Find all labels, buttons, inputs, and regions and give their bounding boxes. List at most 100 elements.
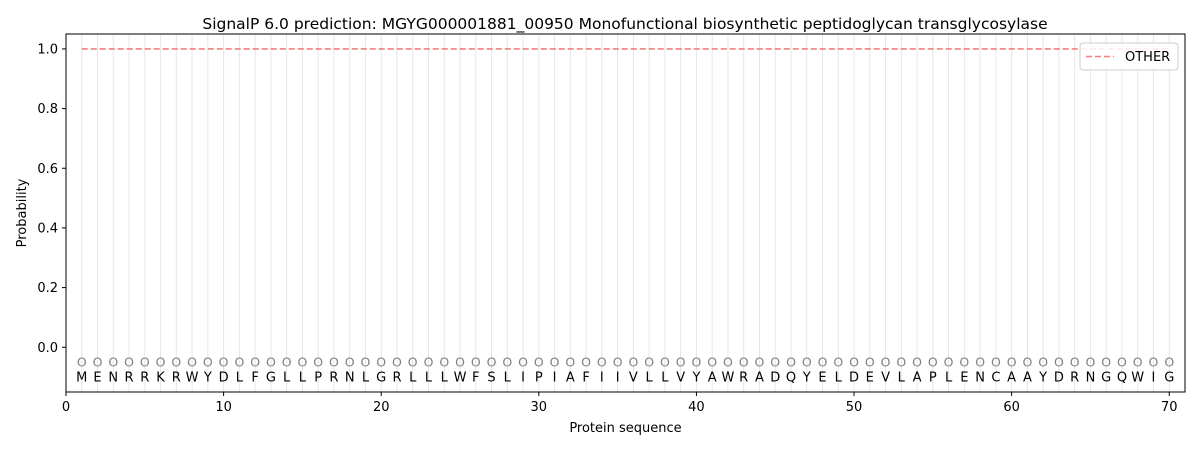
prediction-marker: O bbox=[219, 355, 229, 370]
sequence-residue-label: R bbox=[125, 371, 134, 386]
sequence-residue-label: A bbox=[1007, 371, 1016, 386]
prediction-marker: O bbox=[1054, 355, 1064, 370]
sequence-residue-label: Y bbox=[802, 371, 811, 386]
sequence-residue-label: N bbox=[1086, 371, 1096, 386]
prediction-marker: O bbox=[187, 355, 197, 370]
sequence-residue-label: L bbox=[661, 371, 669, 386]
sequence-residue-label: W bbox=[1131, 371, 1144, 386]
x-tick-label: 30 bbox=[531, 400, 548, 415]
sequence-residue-label: L bbox=[898, 371, 906, 386]
sequence-residue-label: M bbox=[76, 371, 87, 386]
prediction-marker: O bbox=[581, 355, 591, 370]
y-axis-ticks: 0.0 0.2 0.4 0.6 0.8 1.0 bbox=[37, 42, 66, 356]
x-tick-label: 0 bbox=[62, 400, 70, 415]
sequence-residue-label: A bbox=[566, 371, 575, 386]
sequence-residue-label: F bbox=[582, 371, 589, 386]
prediction-marker: O bbox=[865, 355, 875, 370]
prediction-marker: O bbox=[896, 355, 906, 370]
sequence-residue-label: V bbox=[629, 371, 638, 386]
prediction-marker: O bbox=[975, 355, 985, 370]
sequence-residue-label: L bbox=[945, 371, 953, 386]
sequence-residue-label: E bbox=[866, 371, 874, 386]
x-tick-label: 20 bbox=[373, 400, 390, 415]
prediction-marker: O bbox=[991, 355, 1001, 370]
prediction-marker: O bbox=[1070, 355, 1080, 370]
sequence-residue-label: G bbox=[266, 371, 276, 386]
sequence-residue-label: R bbox=[172, 371, 181, 386]
prediction-marker: O bbox=[471, 355, 481, 370]
sequence-residue-label: R bbox=[1070, 371, 1079, 386]
prediction-marker: O bbox=[944, 355, 954, 370]
prediction-marker: O bbox=[297, 355, 307, 370]
prediction-marker: O bbox=[502, 355, 512, 370]
prediction-marker: O bbox=[282, 355, 292, 370]
sequence-residue-label: A bbox=[708, 371, 717, 386]
prediction-marker: O bbox=[203, 355, 213, 370]
sequence-residue-label: I bbox=[600, 371, 604, 386]
prediction-marker: O bbox=[723, 355, 733, 370]
sequence-residue-label: L bbox=[441, 371, 449, 386]
prediction-marker: O bbox=[1133, 355, 1143, 370]
sequence-residue-label: I bbox=[553, 371, 557, 386]
sequence-residue-label: L bbox=[299, 371, 307, 386]
legend-box bbox=[1079, 42, 1179, 71]
sequence-residue-label: R bbox=[329, 371, 338, 386]
sequence-residue-label: L bbox=[409, 371, 417, 386]
grid-layer bbox=[81, 34, 1170, 392]
sequence-residue-label: E bbox=[818, 371, 826, 386]
prediction-marker: O bbox=[313, 355, 323, 370]
x-tick-label: 50 bbox=[846, 400, 863, 415]
prediction-marker: O bbox=[833, 355, 843, 370]
prediction-marker: O bbox=[266, 355, 276, 370]
sequence-residue-label: R bbox=[392, 371, 401, 386]
sequence-residue-label: G bbox=[376, 371, 386, 386]
sequence-residue-label: Q bbox=[1117, 371, 1127, 386]
sequence-residue-label: L bbox=[646, 371, 654, 386]
prediction-marker: O bbox=[408, 355, 418, 370]
prediction-marker: O bbox=[644, 355, 654, 370]
sequence-residue-label: W bbox=[186, 371, 199, 386]
y-tick-label: 0.6 bbox=[37, 162, 58, 177]
x-axis-label: Protein sequence bbox=[569, 421, 681, 436]
sequence-residue-label: I bbox=[616, 371, 620, 386]
sequence-residue-label: N bbox=[345, 371, 355, 386]
sequence-residue-label: L bbox=[835, 371, 843, 386]
sequence-residue-label: L bbox=[504, 371, 512, 386]
sequence-residue-label: Q bbox=[786, 371, 796, 386]
sequence-residue-label: N bbox=[975, 371, 985, 386]
sequence-residue-label: N bbox=[108, 371, 118, 386]
sequence-residue-label: L bbox=[362, 371, 370, 386]
legend: OTHER bbox=[1079, 42, 1179, 71]
prediction-marker: O bbox=[786, 355, 796, 370]
sequence-residue-label: W bbox=[454, 371, 467, 386]
prediction-marker: O bbox=[802, 355, 812, 370]
sequence-residue-label: P bbox=[535, 371, 543, 386]
sequence-residue-label: P bbox=[929, 371, 937, 386]
sequence-residue-label: D bbox=[219, 371, 229, 386]
prediction-marker: O bbox=[928, 355, 938, 370]
sequence-residue-label: L bbox=[425, 371, 433, 386]
prediction-marker: O bbox=[1022, 355, 1032, 370]
x-axis-ticks: 0 10 20 30 40 50 60 70 bbox=[62, 392, 1178, 415]
prediction-marker: O bbox=[392, 355, 402, 370]
sequence-residue-label: A bbox=[1023, 371, 1032, 386]
prediction-marker: O bbox=[93, 355, 103, 370]
prediction-marker: O bbox=[550, 355, 560, 370]
prediction-marker: O bbox=[124, 355, 134, 370]
sequence-residue-label: Y bbox=[1038, 371, 1047, 386]
sequence-residue-label: E bbox=[960, 371, 968, 386]
prediction-marker: O bbox=[1007, 355, 1017, 370]
prediction-marker: O bbox=[534, 355, 544, 370]
sequence-residue-label: E bbox=[93, 371, 101, 386]
y-tick-label: 1.0 bbox=[37, 42, 58, 57]
sequence-residue-label: R bbox=[140, 371, 149, 386]
sequence-residue-label: S bbox=[487, 371, 495, 386]
prediction-marker: O bbox=[818, 355, 828, 370]
sequence-residue-label: V bbox=[881, 371, 890, 386]
sequence-residue-label: C bbox=[991, 371, 1000, 386]
prediction-marker: O bbox=[487, 355, 497, 370]
prediction-marker: O bbox=[1038, 355, 1048, 370]
sequence-residue-label: R bbox=[739, 371, 748, 386]
